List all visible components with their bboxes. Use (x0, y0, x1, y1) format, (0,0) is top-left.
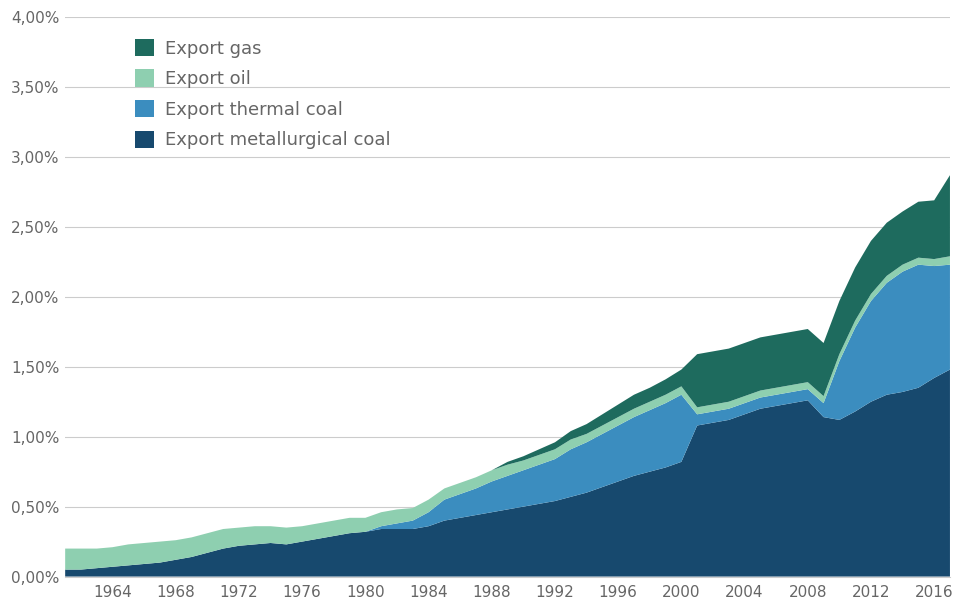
Legend: Export gas, Export oil, Export thermal coal, Export metallurgical coal: Export gas, Export oil, Export thermal c… (128, 32, 398, 156)
